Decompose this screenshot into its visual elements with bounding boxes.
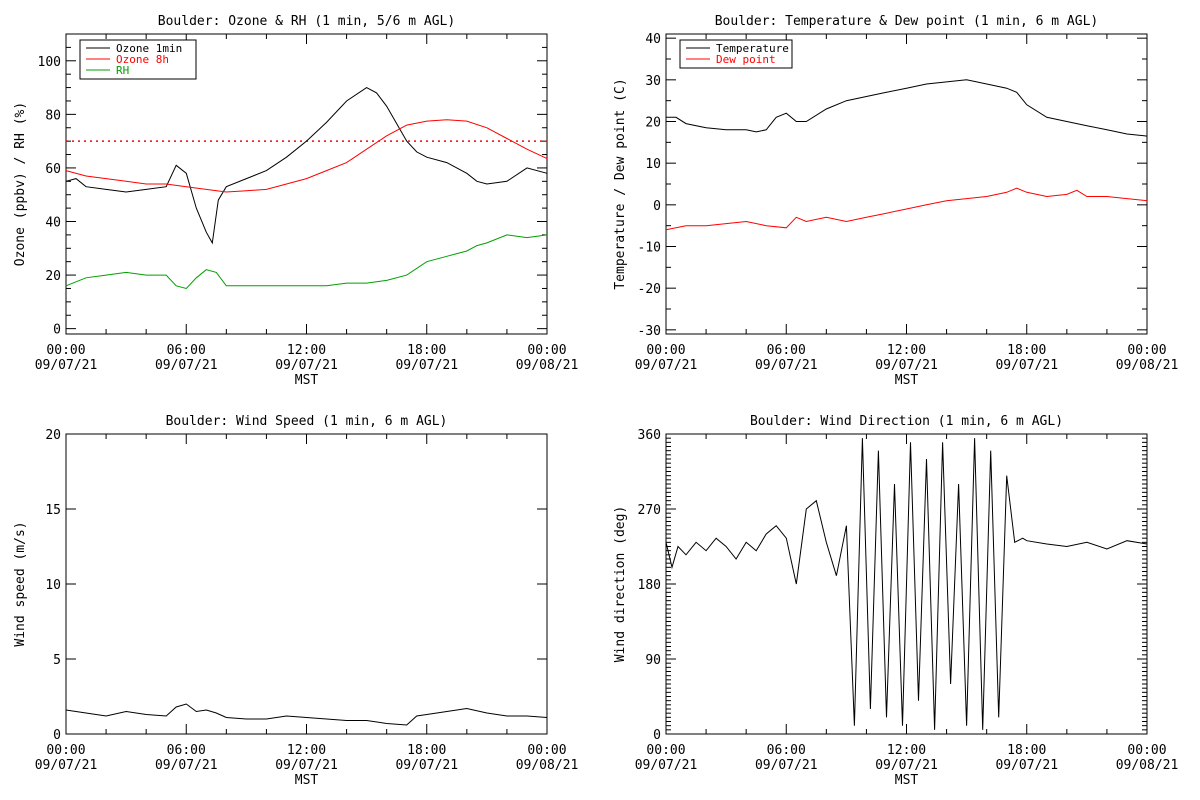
x-tick-label-date: 09/07/21 bbox=[35, 758, 98, 773]
x-tick-label-date: 09/07/21 bbox=[35, 358, 98, 373]
chart-title: Boulder: Ozone & RH (1 min, 5/6 m AGL) bbox=[158, 14, 455, 29]
chart-panel-3: Boulder: Wind Speed (1 min, 6 m AGL) 0 5 10… bbox=[13, 414, 578, 788]
y-tick-label: 5 bbox=[53, 653, 61, 668]
x-tick-label-date: 09/07/21 bbox=[395, 758, 458, 773]
x-tick-label-time: 06:00 bbox=[167, 743, 206, 758]
x-tick-label-date: 09/07/21 bbox=[755, 758, 818, 773]
x-tick-label-date: 09/07/21 bbox=[155, 358, 218, 373]
x-tick-label-time: 00:00 bbox=[46, 343, 85, 358]
chart-title: Boulder: Wind Direction (1 min, 6 m AGL) bbox=[750, 414, 1063, 429]
series-line-3 bbox=[65, 234, 548, 290]
x-tick-label-date: 09/07/21 bbox=[875, 758, 938, 773]
y-tick-label: -20 bbox=[638, 282, 661, 297]
x-tick-label-date: 09/07/21 bbox=[155, 758, 218, 773]
series-line-2 bbox=[65, 119, 548, 193]
x-tick-label-date: 09/08/21 bbox=[516, 758, 579, 773]
legend-label: Dew point bbox=[716, 53, 776, 66]
x-tick-label-time: 00:00 bbox=[646, 743, 685, 758]
x-tick-label-date: 09/08/21 bbox=[1116, 758, 1179, 773]
x-tick-label-time: 18:00 bbox=[407, 743, 446, 758]
x-tick-label-time: 12:00 bbox=[287, 343, 326, 358]
y-tick-label: 180 bbox=[638, 578, 661, 593]
chart-panel-2: Boulder: Temperature & Dew point (1 min,… bbox=[613, 14, 1178, 388]
y-axis-label: Temperature / Dew point (C) bbox=[613, 78, 628, 289]
x-tick-label-time: 18:00 bbox=[407, 343, 446, 358]
series-line-1 bbox=[65, 703, 548, 726]
chart-title: Boulder: Temperature & Dew point (1 min,… bbox=[715, 14, 1099, 29]
x-tick-label-date: 09/07/21 bbox=[635, 758, 698, 773]
legend-label: Ozone 1min bbox=[116, 42, 182, 55]
x-tick-label-date: 09/07/21 bbox=[395, 358, 458, 373]
legend-label: RH bbox=[116, 64, 129, 77]
y-tick-label: 15 bbox=[45, 503, 61, 518]
plot-frame bbox=[665, 33, 1148, 335]
y-tick-label: 0 bbox=[653, 199, 661, 214]
x-tick-label-time: 12:00 bbox=[887, 343, 926, 358]
x-tick-label-date: 09/07/21 bbox=[275, 358, 338, 373]
y-tick-label: -30 bbox=[638, 324, 661, 339]
x-tick-label-date: 09/07/21 bbox=[275, 758, 338, 773]
y-tick-label: 0 bbox=[53, 323, 61, 338]
y-tick-label: 20 bbox=[45, 269, 61, 284]
x-tick-label-time: 06:00 bbox=[767, 343, 806, 358]
x-tick-label-time: 00:00 bbox=[527, 343, 566, 358]
y-tick-label: 40 bbox=[645, 32, 661, 47]
x-tick-label-date: 09/07/21 bbox=[995, 358, 1058, 373]
x-axis-label: MST bbox=[895, 773, 919, 788]
y-tick-label: 0 bbox=[653, 728, 661, 743]
y-tick-label: 30 bbox=[645, 74, 661, 89]
chart-panel-1: Boulder: Ozone & RH (1 min, 5/6 m AGL) 0 2… bbox=[13, 14, 578, 388]
y-tick-label: 100 bbox=[38, 55, 61, 70]
y-axis-label: Wind direction (deg) bbox=[613, 506, 628, 663]
y-tick-label: 270 bbox=[638, 503, 661, 518]
x-tick-label-time: 00:00 bbox=[646, 343, 685, 358]
x-tick-label-date: 09/08/21 bbox=[1116, 358, 1179, 373]
x-axis-label: MST bbox=[895, 373, 919, 388]
series-line-1 bbox=[666, 79, 1148, 137]
chart-title: Boulder: Wind Speed (1 min, 6 m AGL) bbox=[166, 414, 448, 429]
x-axis-label: MST bbox=[295, 373, 319, 388]
x-tick-label-time: 06:00 bbox=[167, 343, 206, 358]
legend-label: Temperature bbox=[716, 42, 789, 55]
y-tick-label: 40 bbox=[45, 216, 61, 231]
series-line-1 bbox=[65, 87, 548, 245]
y-tick-label: 60 bbox=[45, 162, 61, 177]
legend-box bbox=[679, 39, 793, 69]
y-axis-label: Ozone (ppbv) / RH (%) bbox=[13, 102, 28, 266]
x-tick-label-time: 12:00 bbox=[287, 743, 326, 758]
x-tick-label-date: 09/07/21 bbox=[995, 758, 1058, 773]
plot-frame bbox=[65, 433, 548, 735]
y-tick-label: 20 bbox=[645, 116, 661, 131]
x-tick-label-date: 09/07/21 bbox=[755, 358, 818, 373]
y-tick-label: 360 bbox=[638, 428, 661, 443]
y-tick-label: 10 bbox=[45, 578, 61, 593]
y-tick-label: 80 bbox=[45, 108, 61, 123]
x-tick-label-time: 18:00 bbox=[1007, 743, 1046, 758]
x-tick-label-time: 00:00 bbox=[527, 743, 566, 758]
x-tick-label-time: 00:00 bbox=[1127, 343, 1166, 358]
x-tick-label-date: 09/07/21 bbox=[635, 358, 698, 373]
y-tick-label: 0 bbox=[53, 728, 61, 743]
x-tick-label-date: 09/08/21 bbox=[516, 358, 579, 373]
x-tick-label-time: 00:00 bbox=[1127, 743, 1166, 758]
series-line-1 bbox=[665, 438, 1148, 730]
x-tick-label-time: 06:00 bbox=[767, 743, 806, 758]
y-axis-label: Wind speed (m/s) bbox=[13, 521, 28, 646]
y-tick-label: 90 bbox=[645, 653, 661, 668]
x-tick-label-time: 00:00 bbox=[46, 743, 85, 758]
y-tick-label: 20 bbox=[45, 428, 61, 443]
x-axis-label: MST bbox=[295, 773, 319, 788]
y-tick-label: -10 bbox=[638, 241, 661, 256]
x-tick-label-time: 18:00 bbox=[1007, 343, 1046, 358]
x-tick-label-date: 09/07/21 bbox=[875, 358, 938, 373]
y-tick-label: 10 bbox=[645, 157, 661, 172]
x-tick-label-time: 12:00 bbox=[887, 743, 926, 758]
series-line-2 bbox=[665, 187, 1148, 231]
legend-label: Ozone 8h bbox=[116, 53, 169, 66]
chart-panel-4: Boulder: Wind Direction (1 min, 6 m AGL)… bbox=[613, 414, 1178, 788]
